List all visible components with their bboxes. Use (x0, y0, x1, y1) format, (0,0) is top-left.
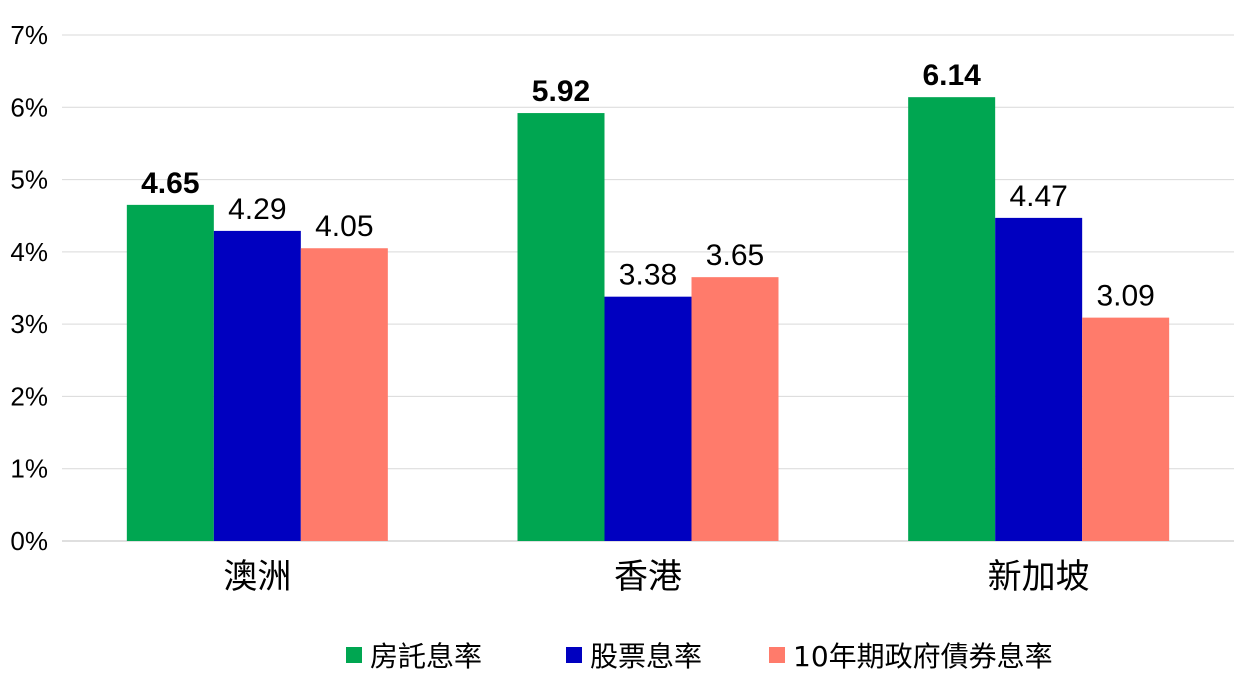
legend-label: 房託息率 (370, 640, 483, 673)
bar-1-3 (908, 97, 996, 541)
data-labels: 4.65 4.29 4.05 5.92 3.38 3.65 6.14 4.47 3.09 (141, 59, 1155, 312)
data-label: 6.14 (922, 59, 981, 92)
legend-label: 10年期政府債券息率 (793, 640, 1053, 673)
data-label: 4.47 (1009, 180, 1067, 213)
data-label: 3.09 (1096, 280, 1154, 313)
y-tick-label: 7% (10, 20, 48, 50)
legend-item: 10年期政府債券息率 (769, 632, 1053, 678)
data-label: 4.29 (228, 193, 286, 226)
y-tick-label: 5% (10, 165, 48, 195)
data-label: 4.65 (141, 167, 199, 200)
legend-label: 股票息率 (590, 640, 703, 673)
y-tick-label: 1% (10, 454, 48, 484)
data-label: 3.65 (706, 239, 764, 272)
legend-swatch (769, 647, 785, 663)
legend: 房託息率 股票息率 10年期政府債券息率 (0, 632, 1252, 678)
y-tick-label: 6% (10, 92, 48, 122)
x-axis-categories: 澳洲 香港 新加坡 (223, 558, 1089, 596)
legend-item: 股票息率 (566, 632, 702, 678)
legend-swatch (566, 647, 582, 663)
legend-item: 房託息率 (346, 632, 482, 678)
bars (126, 97, 1170, 541)
bar-1-1 (126, 204, 214, 541)
y-tick-label: 4% (10, 237, 48, 267)
y-tick-label: 2% (10, 381, 48, 411)
bar-2-1 (213, 230, 301, 541)
bar-3-3 (1082, 317, 1170, 541)
bar-3-2 (691, 277, 779, 541)
y-tick-label: 3% (10, 309, 48, 339)
data-label: 5.92 (532, 75, 590, 108)
x-category-label: 香港 (614, 558, 682, 596)
data-label: 4.05 (315, 210, 373, 243)
x-category-label: 新加坡 (988, 558, 1090, 596)
bar-3-1 (300, 248, 388, 541)
legend-swatch (346, 647, 362, 663)
x-category-label: 澳洲 (223, 558, 291, 596)
y-axis-ticks: 0% 1% 2% 3% 4% 5% 6% 7% (10, 20, 48, 556)
bar-1-2 (517, 113, 605, 541)
y-tick-label: 0% (10, 526, 48, 556)
bar-2-3 (995, 217, 1083, 541)
data-label: 3.38 (619, 259, 677, 292)
bar-2-2 (604, 296, 692, 541)
